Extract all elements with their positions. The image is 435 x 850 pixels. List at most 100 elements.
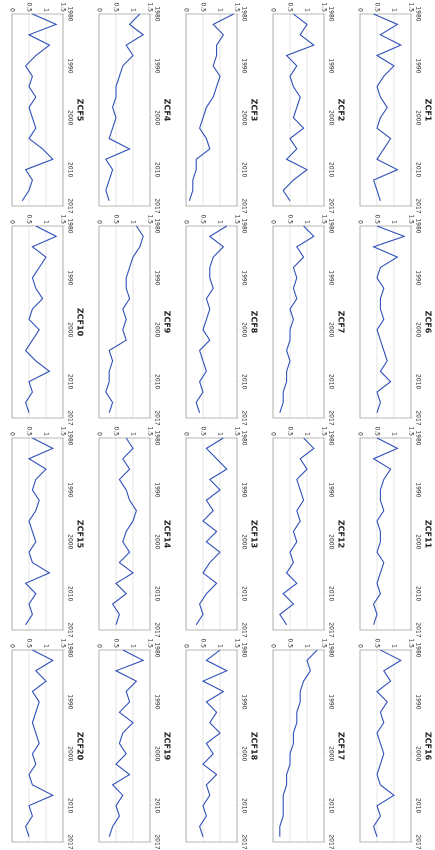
plot-frame	[272, 437, 325, 631]
x-tick-label: 1980	[415, 218, 422, 233]
x-tick-label: 1980	[67, 6, 74, 21]
x-tick-label: 2000	[328, 746, 335, 761]
y-tick-label: 0	[9, 220, 16, 224]
y-tick-label: 1	[304, 644, 311, 648]
chart-title: ZCF1	[424, 99, 433, 122]
y-tick-label: 1.5	[234, 214, 241, 224]
x-tick-label: 1980	[328, 430, 335, 445]
y-tick-label: 0	[9, 432, 16, 436]
x-tick-label: 2017	[241, 198, 248, 213]
x-tick-label: 2010	[154, 798, 161, 813]
chart-title: ZCF3	[250, 99, 259, 122]
series-line	[279, 437, 315, 626]
y-tick-label: 1.5	[234, 426, 241, 436]
x-tick-label: 1990	[328, 694, 335, 709]
plot-frame	[359, 649, 412, 843]
x-tick-label: 2000	[67, 110, 74, 125]
series-line	[279, 649, 318, 837]
y-tick-label: 1.5	[321, 2, 328, 12]
small-chart: ZCF4 0 0.5 1 1.5 1980 1990 2000 2010 2017	[96, 2, 172, 213]
x-tick-label: 2017	[67, 622, 74, 637]
plot-frame	[11, 225, 64, 419]
x-tick-label: 2017	[154, 834, 161, 849]
y-tick-label: 0	[96, 644, 103, 648]
x-tick-label: 1990	[241, 694, 248, 709]
x-tick-label: 1990	[415, 270, 422, 285]
x-tick-label: 2010	[67, 374, 74, 389]
x-tick-label: 2017	[241, 410, 248, 425]
y-tick-label: 0	[357, 8, 364, 12]
small-chart: ZCF11 0 0.5 1 1.5 1980 1990 2000 2010 2017	[357, 426, 433, 637]
series-line	[372, 13, 403, 201]
y-tick-label: 0	[270, 644, 277, 648]
plot-frame	[98, 13, 151, 207]
x-tick-label: 2000	[241, 110, 248, 125]
x-tick-label: 1980	[328, 642, 335, 657]
y-tick-label: 1	[304, 432, 311, 436]
x-tick-label: 2017	[241, 622, 248, 637]
y-tick-label: 0	[183, 432, 190, 436]
x-tick-label: 2017	[154, 410, 161, 425]
x-tick-label: 2010	[415, 586, 422, 601]
x-tick-label: 2017	[415, 198, 422, 213]
x-tick-label: 2017	[67, 834, 74, 849]
x-tick-label: 1990	[328, 58, 335, 73]
x-tick-label: 2017	[328, 622, 335, 637]
x-tick-label: 1990	[154, 694, 161, 709]
y-tick-label: 1.5	[408, 214, 415, 224]
x-tick-label: 1980	[328, 6, 335, 21]
y-tick-label: 0.5	[113, 426, 120, 436]
small-chart: ZCF13 0 0.5 1 1.5 1980 1990 2000 2010 2017	[183, 426, 259, 637]
y-tick-label: 0	[357, 432, 364, 436]
series-line	[104, 13, 145, 201]
x-tick-label: 2017	[67, 198, 74, 213]
y-tick-label: 1	[391, 432, 398, 436]
series-line	[372, 225, 406, 413]
chart-title: ZCF4	[163, 99, 172, 122]
x-tick-label: 2010	[328, 374, 335, 389]
y-tick-label: 0	[270, 432, 277, 436]
x-tick-label: 2010	[241, 374, 248, 389]
y-tick-label: 1	[43, 8, 50, 12]
x-tick-label: 2000	[328, 110, 335, 125]
x-tick-label: 2000	[415, 322, 422, 337]
x-tick-label: 2010	[415, 374, 422, 389]
x-tick-label: 2000	[415, 110, 422, 125]
y-tick-label: 0.5	[200, 638, 207, 648]
y-tick-label: 0	[9, 8, 16, 12]
small-chart: ZCF14 0 0.5 1 1.5 1980 1990 2000 2010 2017	[96, 426, 172, 637]
plot-frame	[98, 437, 151, 631]
series-line	[105, 225, 144, 413]
chart-title: ZCF9	[163, 311, 172, 334]
y-tick-label: 0	[96, 220, 103, 224]
y-tick-label: 0.5	[113, 638, 120, 648]
chart-title: ZCF2	[337, 99, 346, 122]
small-chart: ZCF19 0 0.5 1 1.5 1980 1990 2000 2010 2017	[96, 638, 172, 849]
y-tick-label: 0.5	[113, 2, 120, 12]
x-tick-label: 1990	[328, 270, 335, 285]
x-tick-label: 1990	[67, 270, 74, 285]
chart-title: ZCF12	[337, 520, 346, 548]
small-chart: ZCF5 0 0.5 1 1.5 1980 1990 2000 2010 2017	[9, 2, 85, 213]
plot-frame	[359, 437, 412, 631]
y-tick-label: 1.5	[408, 638, 415, 648]
x-tick-label: 2017	[328, 834, 335, 849]
x-tick-label: 2010	[154, 586, 161, 601]
small-chart: ZCF6 0 0.5 1 1.5 1980 1990 2000 2010 2017	[357, 214, 433, 425]
y-tick-label: 1	[391, 220, 398, 224]
x-tick-label: 1980	[154, 430, 161, 445]
y-tick-label: 1.5	[147, 2, 154, 12]
y-tick-label: 1.5	[60, 638, 67, 648]
series-line	[111, 437, 138, 625]
y-tick-label: 1.5	[321, 638, 328, 648]
y-tick-label: 0.5	[200, 214, 207, 224]
y-tick-label: 1.5	[147, 214, 154, 224]
y-tick-label: 0	[183, 8, 190, 12]
y-tick-label: 1	[130, 644, 137, 648]
plot-frame	[185, 225, 238, 419]
y-tick-label: 1.5	[147, 426, 154, 436]
small-chart: ZCF17 0 0.5 1 1.5 1980 1990 2000 2010 2017	[270, 638, 346, 849]
y-tick-label: 0	[270, 8, 277, 12]
series-line	[188, 13, 234, 201]
